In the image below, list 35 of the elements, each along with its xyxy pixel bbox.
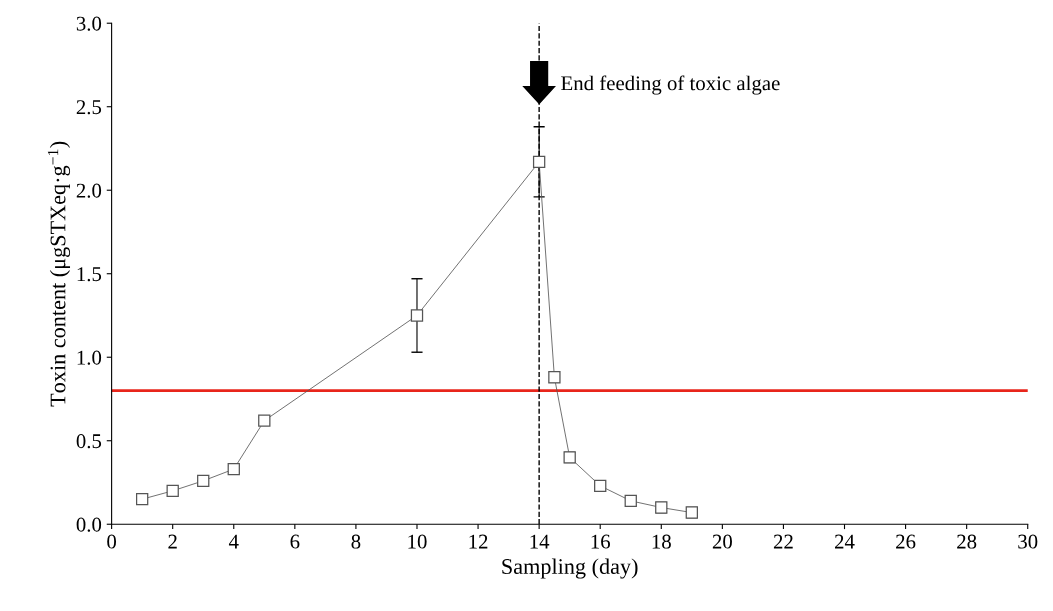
y-tick-label: 0.0 bbox=[76, 517, 102, 532]
point bbox=[624, 494, 637, 508]
x-tick-label: 24 bbox=[835, 534, 855, 549]
point bbox=[258, 414, 271, 427]
x-tick-label: 28 bbox=[957, 534, 977, 549]
x-tick-label: 12 bbox=[469, 534, 488, 549]
x-tick-label: 6 bbox=[290, 534, 300, 549]
y-axis-title: Toxin content (μgSTXeq·g$^{−1}$) bbox=[47, 141, 71, 407]
y-tick-label: 2.0 bbox=[76, 183, 102, 198]
x-tick-label: 18 bbox=[652, 534, 671, 549]
y-tick-label: 1.5 bbox=[77, 267, 102, 282]
x-tick-label: 0 bbox=[107, 534, 117, 549]
annotation: End feeding of toxic algae bbox=[561, 75, 780, 95]
y-tick-label: 0.5 bbox=[76, 434, 102, 449]
point bbox=[135, 493, 149, 506]
point bbox=[532, 155, 546, 169]
point bbox=[197, 474, 210, 487]
point bbox=[410, 309, 424, 322]
x-tick-label: 2 bbox=[168, 534, 177, 549]
y-tick-label: 3.0 bbox=[76, 16, 102, 31]
x-tick-label: 20 bbox=[712, 534, 732, 549]
y-tick-label: 2.5 bbox=[76, 100, 102, 115]
x-tick-label: 26 bbox=[896, 534, 916, 549]
x-tick-label: 14 bbox=[530, 534, 550, 549]
x-tick-label: 22 bbox=[773, 534, 793, 549]
point bbox=[594, 479, 607, 493]
x-axis-title: Sampling (day) bbox=[502, 558, 638, 579]
x-tick-label: 8 bbox=[351, 534, 361, 549]
x-tick-label: 30 bbox=[1018, 534, 1038, 549]
point bbox=[227, 462, 240, 476]
x-tick-label: 16 bbox=[591, 534, 610, 549]
y-tick-label: 1.0 bbox=[77, 350, 102, 365]
point bbox=[166, 484, 179, 498]
x-tick-label: 4 bbox=[228, 534, 239, 549]
x-tick-label: 10 bbox=[408, 534, 427, 549]
